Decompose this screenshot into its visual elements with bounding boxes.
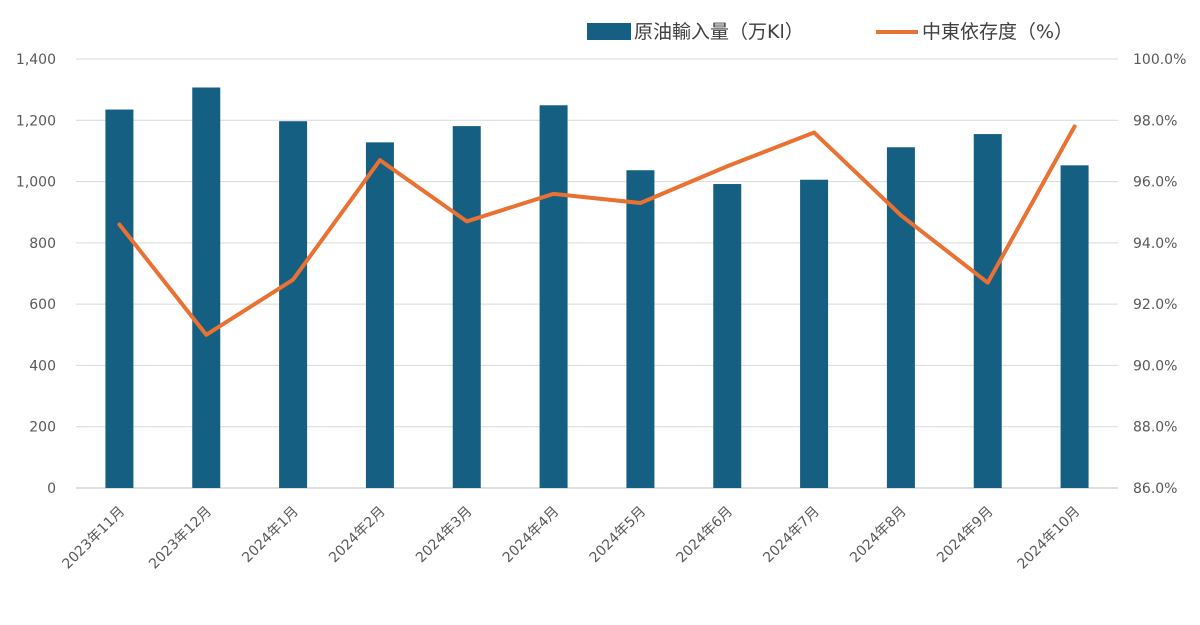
bar — [626, 170, 655, 488]
bar — [452, 126, 481, 489]
x-tick-label: 2024年4月 — [500, 504, 563, 567]
y-right-tick-label: 88.0% — [1133, 420, 1177, 436]
y-left-tick-label: 800 — [29, 236, 56, 252]
x-tick-label: 2024年10月 — [1015, 504, 1084, 573]
gridlines — [76, 58, 1118, 489]
y-right-tick-label: 92.0% — [1133, 297, 1177, 313]
left-axis-ticks: 0 200 400 600 800 1,000 1,200 1,400 — [16, 52, 56, 497]
y-right-tick-label: 100.0% — [1133, 52, 1186, 68]
x-tick-label: 2024年8月 — [847, 504, 910, 567]
y-left-tick-label: 1,000 — [16, 175, 56, 191]
bar — [192, 87, 221, 488]
legend-bar-swatch — [587, 23, 631, 40]
y-right-tick-label: 86.0% — [1133, 481, 1177, 497]
bar — [973, 134, 1002, 488]
y-left-tick-label: 200 — [29, 420, 56, 436]
legend-bar-label: 原油輸入量（万Kl） — [634, 21, 804, 43]
y-right-tick-label: 98.0% — [1133, 113, 1177, 129]
y-left-tick-label: 0 — [47, 481, 56, 497]
x-tick-label: 2024年5月 — [587, 504, 650, 567]
right-axis-ticks: 86.0% 88.0% 90.0% 92.0% 94.0% 96.0% 98.0% 100.0… — [1133, 52, 1186, 497]
x-tick-label: 2023年12月 — [146, 504, 215, 573]
y-left-tick-label: 600 — [29, 297, 56, 313]
bar — [1060, 165, 1089, 488]
x-tick-label: 2024年1月 — [239, 504, 302, 567]
bar — [539, 105, 568, 488]
legend-line-label: 中東依存度（%） — [922, 21, 1073, 43]
legend: 原油輸入量（万Kl） 中東依存度（%） — [587, 21, 1073, 43]
bar — [800, 179, 829, 489]
bar — [365, 142, 394, 488]
line-path — [117, 124, 1077, 337]
x-tick-label: 2024年9月 — [934, 504, 997, 567]
x-tick-label: 2023年11月 — [59, 504, 128, 573]
bar — [105, 109, 134, 488]
y-left-tick-label: 1,200 — [16, 113, 56, 129]
x-tick-label: 2024年3月 — [413, 504, 476, 567]
x-tick-label: 2024年7月 — [760, 504, 823, 567]
bar — [713, 184, 742, 488]
x-tick-label: 2024年6月 — [673, 504, 736, 567]
y-left-tick-label: 1,400 — [16, 52, 56, 68]
y-right-tick-label: 94.0% — [1133, 236, 1177, 252]
bar — [886, 147, 915, 488]
y-left-tick-label: 400 — [29, 358, 56, 374]
y-right-tick-label: 96.0% — [1133, 175, 1177, 191]
x-tick-label: 2024年2月 — [326, 504, 389, 567]
x-axis-ticks: 2023年11月 2023年12月 2024年1月 2024年2月 2024年3月 202… — [59, 504, 1083, 573]
bar-series — [105, 87, 1089, 489]
bar — [279, 121, 308, 488]
line-series — [117, 124, 1077, 337]
y-right-tick-label: 90.0% — [1133, 358, 1177, 374]
